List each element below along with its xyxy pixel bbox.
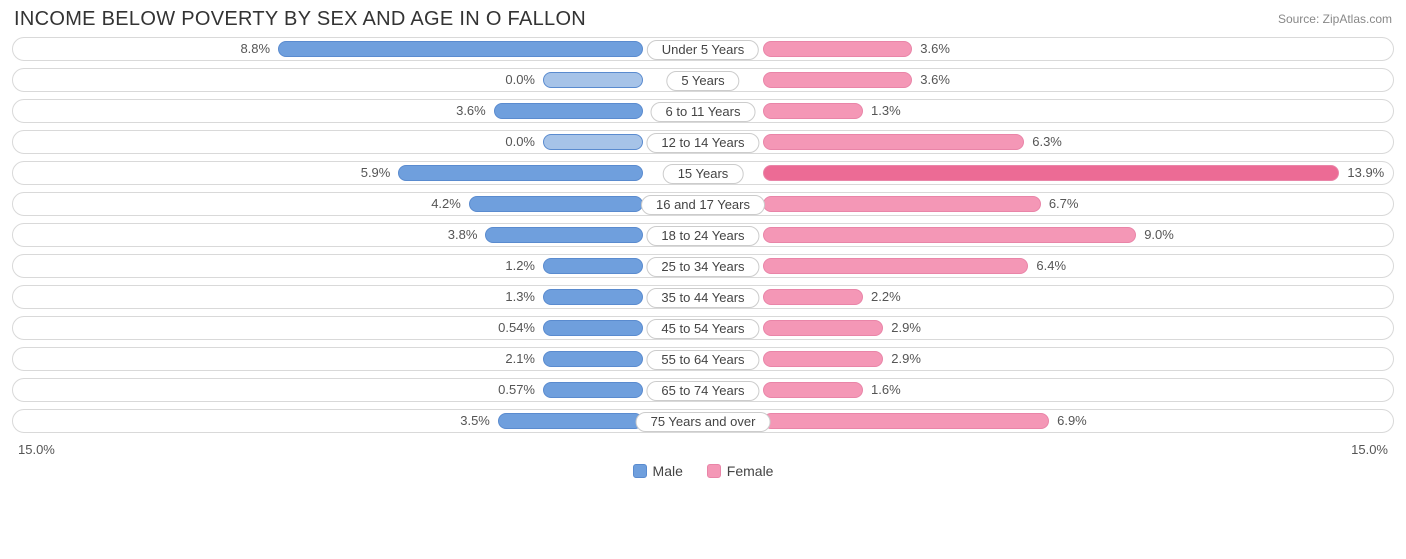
male-value: 2.1% (505, 351, 535, 367)
category-label: 55 to 64 Years (646, 350, 759, 370)
female-value: 6.9% (1057, 413, 1087, 429)
female-value: 6.7% (1049, 196, 1079, 212)
female-bar (763, 134, 1024, 150)
male-bar (398, 165, 643, 181)
male-bar (543, 72, 643, 88)
axis-left-max: 15.0% (18, 442, 55, 457)
axis-right-max: 15.0% (1351, 442, 1388, 457)
category-label: 5 Years (666, 71, 739, 91)
female-value: 6.3% (1032, 134, 1062, 150)
category-label: 6 to 11 Years (651, 102, 756, 122)
female-bar (763, 289, 863, 305)
category-label: Under 5 Years (647, 40, 759, 60)
chart-row: 1.3% 2.2% 35 to 44 Years (12, 285, 1394, 309)
male-value: 5.9% (361, 165, 391, 181)
female-bar (763, 103, 863, 119)
chart-row: 0.57% 1.6% 65 to 74 Years (12, 378, 1394, 402)
chart-row: 3.6% 1.3% 6 to 11 Years (12, 99, 1394, 123)
category-label: 65 to 74 Years (646, 381, 759, 401)
category-label: 35 to 44 Years (646, 288, 759, 308)
chart-row: 3.5% 6.9% 75 Years and over (12, 409, 1394, 433)
category-label: 25 to 34 Years (646, 257, 759, 277)
male-bar (543, 289, 643, 305)
male-value: 3.8% (448, 227, 478, 243)
male-bar (278, 41, 643, 57)
female-value: 2.9% (891, 351, 921, 367)
female-value: 9.0% (1144, 227, 1174, 243)
female-value: 13.9% (1347, 165, 1384, 181)
male-value: 4.2% (431, 196, 461, 212)
chart-row: 1.2% 6.4% 25 to 34 Years (12, 254, 1394, 278)
male-bar (494, 103, 643, 119)
category-label: 15 Years (663, 164, 744, 184)
female-value: 3.6% (920, 41, 950, 57)
chart-row: 8.8% 3.6% Under 5 Years (12, 37, 1394, 61)
legend-item-female: Female (707, 463, 774, 479)
female-value: 1.3% (871, 103, 901, 119)
male-value: 1.2% (505, 258, 535, 274)
chart-source: Source: ZipAtlas.com (1278, 8, 1392, 26)
male-value: 0.57% (498, 382, 535, 398)
male-bar (543, 258, 643, 274)
female-bar (763, 320, 883, 336)
male-value: 0.54% (498, 320, 535, 336)
poverty-by-sex-age-chart: 8.8% 3.6% Under 5 Years 0.0% 3.6% 5 Years 3.6%… (0, 37, 1406, 433)
male-bar (485, 227, 643, 243)
female-value: 6.4% (1036, 258, 1066, 274)
category-label: 75 Years and over (636, 412, 771, 432)
male-value: 3.5% (460, 413, 490, 429)
chart-header: INCOME BELOW POVERTY BY SEX AND AGE IN O… (0, 0, 1406, 37)
male-value: 3.6% (456, 103, 486, 119)
chart-row: 0.0% 3.6% 5 Years (12, 68, 1394, 92)
female-value: 2.9% (891, 320, 921, 336)
chart-row: 5.9% 13.9% 15 Years (12, 161, 1394, 185)
female-bar (763, 165, 1339, 181)
female-bar (763, 227, 1136, 243)
female-value: 1.6% (871, 382, 901, 398)
legend-label-male: Male (653, 463, 683, 479)
male-value: 0.0% (505, 72, 535, 88)
male-bar (543, 382, 643, 398)
category-label: 45 to 54 Years (646, 319, 759, 339)
legend-swatch-male (633, 464, 647, 478)
male-value: 0.0% (505, 134, 535, 150)
chart-title: INCOME BELOW POVERTY BY SEX AND AGE IN O… (14, 8, 586, 31)
female-bar (763, 196, 1041, 212)
legend: Male Female (0, 457, 1406, 489)
female-bar (763, 382, 863, 398)
male-bar (498, 413, 643, 429)
legend-item-male: Male (633, 463, 683, 479)
female-bar (763, 351, 883, 367)
male-value: 8.8% (240, 41, 270, 57)
chart-row: 0.54% 2.9% 45 to 54 Years (12, 316, 1394, 340)
legend-label-female: Female (727, 463, 774, 479)
male-bar (543, 320, 643, 336)
female-bar (763, 258, 1028, 274)
chart-row: 4.2% 6.7% 16 and 17 Years (12, 192, 1394, 216)
male-bar (543, 134, 643, 150)
x-axis: 15.0% 15.0% (0, 440, 1406, 457)
male-value: 1.3% (505, 289, 535, 305)
category-label: 12 to 14 Years (646, 133, 759, 153)
chart-row: 3.8% 9.0% 18 to 24 Years (12, 223, 1394, 247)
category-label: 16 and 17 Years (641, 195, 765, 215)
category-label: 18 to 24 Years (646, 226, 759, 246)
male-bar (543, 351, 643, 367)
chart-row: 2.1% 2.9% 55 to 64 Years (12, 347, 1394, 371)
female-value: 3.6% (920, 72, 950, 88)
female-bar (763, 413, 1049, 429)
female-value: 2.2% (871, 289, 901, 305)
female-bar (763, 41, 912, 57)
chart-row: 0.0% 6.3% 12 to 14 Years (12, 130, 1394, 154)
legend-swatch-female (707, 464, 721, 478)
male-bar (469, 196, 643, 212)
female-bar (763, 72, 912, 88)
